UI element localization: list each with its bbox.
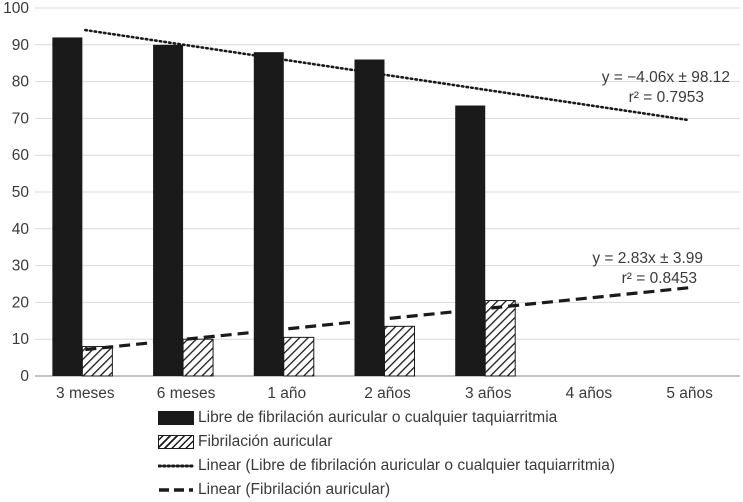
legend-label: Linear (Fibrilación auricular) — [198, 481, 391, 498]
y-tick-label: 30 — [12, 258, 30, 275]
x-tick-label: 5 años — [666, 385, 713, 402]
y-tick-label: 20 — [12, 294, 30, 311]
x-tick-label: 3 meses — [56, 385, 115, 402]
y-tick-label: 80 — [12, 74, 30, 91]
x-tick-label: 3 años — [465, 385, 512, 402]
legend-label: Linear (Libre de fibrilación auricular o… — [198, 457, 615, 474]
bar-fibrilacion — [384, 325, 415, 377]
legend-label: Libre de fibrilación auricular o cualqui… — [198, 409, 558, 426]
y-tick-label: 70 — [12, 110, 30, 127]
bar-libre — [52, 37, 83, 376]
y-tick-label: 60 — [12, 147, 30, 164]
trendline-libre — [84, 28, 691, 122]
bar-fibrilacion — [182, 338, 214, 377]
bar-libre — [153, 44, 184, 377]
legend-item-solid: Libre de fibrilación auricular o cualqui… — [158, 406, 615, 430]
bar-fibrilacion — [283, 336, 315, 377]
x-tick-label: 1 año — [267, 385, 306, 402]
legend-swatch-hatched — [158, 435, 194, 449]
x-tick-label: 4 años — [566, 385, 613, 402]
legend-swatch-dotted — [158, 459, 194, 473]
x-tick-label: 2 años — [364, 385, 411, 402]
legend-label: Fibrilación auricular — [198, 433, 333, 450]
x-tick-label: 6 meses — [157, 385, 216, 402]
bar-libre — [354, 59, 385, 377]
legend: Libre de fibrilación auricular o cualqui… — [158, 406, 615, 502]
trend-equation-1: y = −4.06x ± 98.12 — [602, 69, 730, 86]
trend-r2-1: r² = 0.7953 — [629, 89, 704, 106]
bar-fibrilacion — [484, 300, 516, 377]
legend-swatch-dashed — [158, 483, 194, 497]
legend-item-dotted: Linear (Libre de fibrilación auricular o… — [158, 454, 615, 478]
legend-swatch-solid — [158, 411, 194, 425]
y-tick-label: 40 — [12, 221, 30, 238]
y-tick-label: 90 — [12, 37, 30, 54]
y-tick-label: 0 — [20, 368, 29, 385]
y-tick-label: 50 — [12, 184, 30, 201]
y-tick-label: 10 — [12, 331, 30, 348]
y-tick-label: 100 — [3, 0, 29, 17]
trend-r2-2: r² = 0.8453 — [622, 270, 697, 287]
bar-libre — [455, 105, 486, 377]
bar-fibrilacion — [81, 346, 113, 377]
bar-libre — [253, 52, 284, 376]
trend-equation-2: y = 2.83x ± 3.99 — [592, 250, 703, 267]
legend-item-hatched: Fibrilación auricular — [158, 430, 615, 454]
legend-item-dashed: Linear (Fibrilación auricular) — [158, 478, 615, 502]
